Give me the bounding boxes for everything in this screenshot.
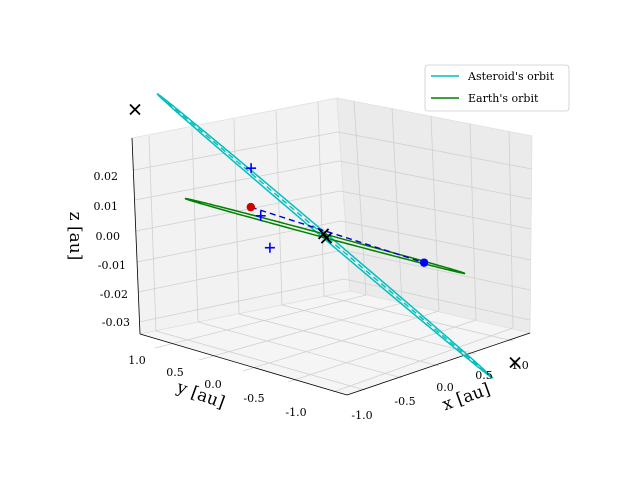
z-axis-line bbox=[131, 137, 141, 335]
plus-marker bbox=[255, 210, 266, 221]
grid-line bbox=[137, 249, 344, 293]
y-tick-label: 0.0 bbox=[204, 378, 222, 391]
x-marker bbox=[317, 228, 330, 240]
grid-line bbox=[340, 220, 532, 261]
grid-line bbox=[508, 130, 514, 329]
y-tick-label: 0.5 bbox=[166, 366, 184, 379]
grid-line bbox=[317, 101, 325, 297]
asteroid-orbit-line bbox=[156, 93, 494, 379]
grid-line bbox=[133, 131, 339, 171]
legend: Asteroid's orbit Earth's orbit bbox=[424, 64, 570, 112]
grid-line bbox=[332, 327, 514, 393]
legend-box bbox=[424, 64, 570, 112]
z-tick-label: 0.01 bbox=[94, 200, 119, 213]
x-tick-label: 0.5 bbox=[475, 369, 493, 382]
grid-line bbox=[155, 330, 366, 391]
grid-line bbox=[338, 160, 532, 200]
grid-line bbox=[430, 115, 440, 312]
y-axis-line bbox=[139, 333, 348, 396]
x-tick-label: -0.5 bbox=[394, 395, 415, 408]
grid-line bbox=[469, 122, 477, 321]
grid-line bbox=[148, 135, 157, 332]
legend-label-asteroid: Asteroid's orbit bbox=[467, 70, 555, 83]
earth-orbit-line bbox=[184, 197, 466, 275]
z-tick-label: -0.02 bbox=[100, 288, 128, 301]
x-tick-label: 0.0 bbox=[436, 381, 454, 394]
point-marker bbox=[246, 202, 255, 212]
grid-line bbox=[242, 310, 440, 372]
node-line bbox=[250, 206, 425, 264]
z-tick-label: 0.00 bbox=[96, 230, 121, 243]
grid-line bbox=[343, 278, 531, 321]
grid-line bbox=[342, 249, 531, 291]
x-marker bbox=[129, 103, 141, 116]
y-tick-labels: 1.0 0.5 0.0 -0.5 -1.0 bbox=[128, 354, 306, 419]
y-tick-label: 1.0 bbox=[128, 354, 146, 367]
z-tick-labels: 0.02 0.01 0.00 -0.01 -0.02 -0.03 bbox=[94, 170, 131, 329]
grid-line bbox=[138, 278, 345, 323]
grid-line bbox=[391, 107, 403, 304]
grid-line bbox=[353, 100, 367, 296]
x-marker bbox=[509, 356, 521, 369]
z-axis-title: z [au] bbox=[65, 212, 85, 261]
plus-marker bbox=[246, 163, 257, 174]
z-tick-label: 0.02 bbox=[94, 170, 119, 183]
grid-line bbox=[238, 313, 440, 367]
grid-line bbox=[134, 160, 340, 201]
grid-line bbox=[191, 127, 199, 323]
grid-lines bbox=[133, 100, 533, 393]
x-tick-label: -1.0 bbox=[351, 409, 372, 422]
grid-line bbox=[197, 321, 403, 379]
point-marker bbox=[419, 258, 429, 267]
grid-line bbox=[287, 319, 477, 383]
plot-content bbox=[129, 93, 521, 379]
grid-line bbox=[136, 220, 342, 263]
z-tick-label: -0.03 bbox=[102, 316, 130, 329]
y-tick-label: -1.0 bbox=[285, 406, 306, 419]
y-tick-label: -0.5 bbox=[243, 392, 264, 405]
z-tick-label: -0.01 bbox=[98, 259, 126, 272]
grid-line bbox=[198, 302, 403, 361]
legend-label-earth: Earth's orbit bbox=[468, 92, 539, 105]
grid-line bbox=[339, 190, 532, 230]
apsis-line bbox=[157, 93, 493, 379]
x-tick-labels: -1.0 -0.5 0.0 0.5 1.0 bbox=[351, 359, 528, 422]
x-axis-line bbox=[346, 332, 531, 396]
plus-marker bbox=[264, 242, 275, 253]
grid-line bbox=[337, 131, 533, 170]
grid-line bbox=[154, 294, 367, 349]
x-tick-label: 1.0 bbox=[511, 359, 529, 372]
